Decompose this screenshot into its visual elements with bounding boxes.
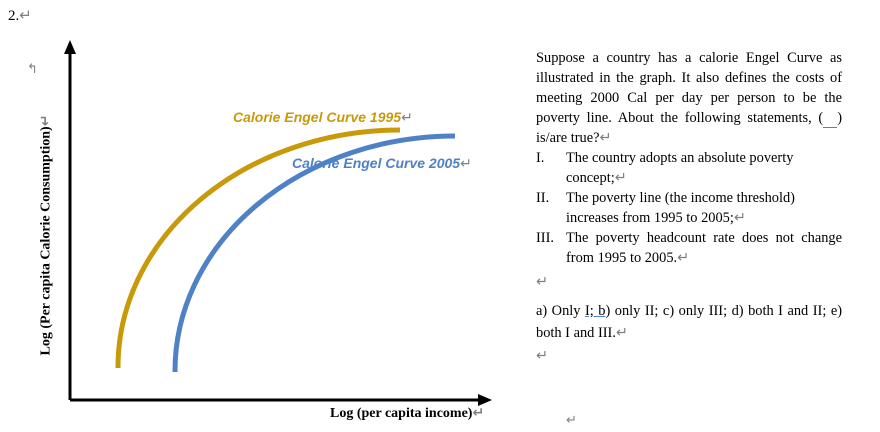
statement-3: III. The poverty headcount rate does not… <box>536 230 842 266</box>
engel-curve-graph <box>64 40 492 406</box>
curve-2005 <box>172 133 456 373</box>
paragraph-mark: ↵ <box>566 413 577 428</box>
paragraph-mark: ↵ <box>536 274 549 290</box>
statement-2: II. The poverty line (the income thresho… <box>536 190 795 226</box>
anchor-arrow-icon: ↰ <box>27 62 38 77</box>
answer-options: a) Only I; b) only II; c) only III; d) b… <box>536 303 843 341</box>
curve-1995 <box>115 127 401 369</box>
question-number: 2.↵ <box>8 6 32 24</box>
y-axis-label: Log (Per capita Calorie Consumption)↵ <box>37 114 54 356</box>
x-axis-label: Log (per capita income)↵ <box>330 405 485 421</box>
y-axis-arrowhead <box>64 40 76 54</box>
curve-2005-label: Calorie Engel Curve 2005↵ <box>292 155 472 172</box>
question-intro: Suppose a country has a calorie Engel Cu… <box>536 50 842 146</box>
x-axis-arrowhead <box>478 394 492 406</box>
answer-blank <box>823 113 838 128</box>
statement-1: I. The country adopts an absolute povert… <box>536 150 794 186</box>
curve-1995-label: Calorie Engel Curve 1995↵ <box>233 109 413 126</box>
question-text: Suppose a country has a calorie Engel Cu… <box>536 48 842 366</box>
paragraph-mark: ↵ <box>536 348 549 364</box>
